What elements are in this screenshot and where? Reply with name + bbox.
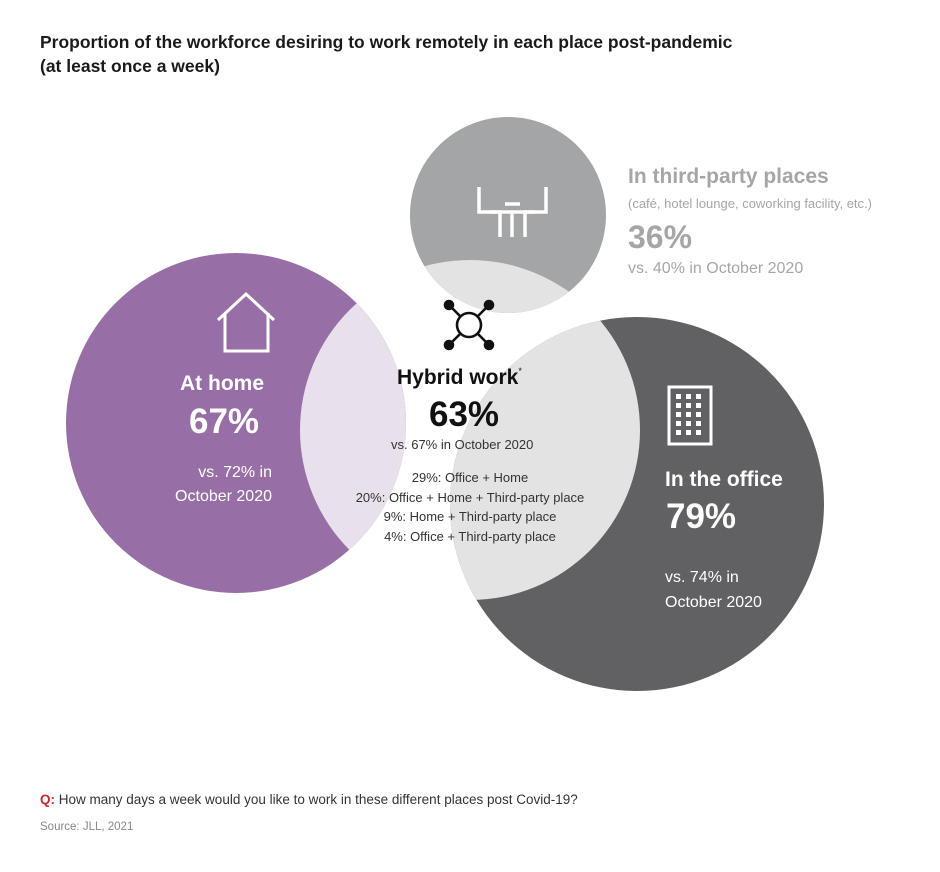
office-title: In the office (665, 468, 783, 491)
hybrid-breakdown-list: 29%: Office + Home 20%: Office + Home + … (290, 468, 650, 546)
building-window (696, 403, 701, 408)
home-comparison-line-1: vs. 72% in (198, 464, 272, 481)
hybrid-title-text: Hybrid work (397, 366, 519, 389)
hybrid-title: Hybrid work* (397, 366, 522, 390)
chart-title-line-2: (at least once a week) (40, 56, 220, 76)
third-party-percent: 36% (628, 219, 693, 255)
question-text: How many days a week would you like to w… (55, 792, 578, 807)
source-note: Source: JLL, 2021 (40, 821, 134, 833)
network-nodes-icon (443, 299, 495, 351)
building-window (696, 421, 701, 426)
building-window (696, 412, 701, 417)
survey-question: Q: How many days a week would you like t… (40, 792, 578, 807)
building-window (676, 394, 681, 399)
hybrid-breakdown-item: 20%: Office + Home + Third-party place (355, 489, 585, 505)
building-window (686, 430, 691, 435)
third-party-subtitle: (café, hotel lounge, coworking facility,… (628, 196, 872, 211)
building-window (686, 394, 691, 399)
building-window (676, 430, 681, 435)
hybrid-comparison: vs. 67% in October 2020 (391, 437, 534, 452)
hybrid-breakdown-item: 29%: Office + Home (411, 470, 529, 485)
hybrid-footnote-mark: * (518, 366, 522, 376)
building-window (686, 403, 691, 408)
question-prefix: Q: (40, 792, 55, 807)
home-title: At home (180, 372, 264, 395)
hybrid-percent: 63% (429, 395, 500, 434)
building-window (696, 430, 701, 435)
third-party-title: In third-party places (628, 165, 829, 188)
house-icon (216, 291, 276, 353)
cafe-table-icon (477, 187, 548, 237)
office-comparison-line-2: October 2020 (665, 594, 762, 611)
building-window (696, 394, 701, 399)
home-comparison: vs. 72% in October 2020 (175, 461, 272, 509)
third-party-comparison: vs. 40% in October 2020 (628, 260, 804, 277)
home-comparison-line-2: October 2020 (175, 488, 272, 505)
building-window (686, 421, 691, 426)
office-building-icon (667, 385, 713, 446)
home-percent: 67% (189, 402, 260, 441)
building-window (676, 412, 681, 417)
chart-title-line-1: Proportion of the workforce desiring to … (40, 32, 733, 52)
chart-title: Proportion of the workforce desiring to … (40, 30, 820, 78)
building-window (676, 421, 681, 426)
hybrid-breakdown-item: 9%: Home + Third-party place (383, 509, 557, 524)
building-window (686, 412, 691, 417)
office-comparison-line-1: vs. 74% in (665, 569, 739, 586)
building-window (676, 403, 681, 408)
office-percent: 79% (666, 497, 737, 536)
office-comparison: vs. 74% in October 2020 (665, 565, 762, 615)
hybrid-breakdown-item: 4%: Office + Third-party place (384, 528, 556, 544)
